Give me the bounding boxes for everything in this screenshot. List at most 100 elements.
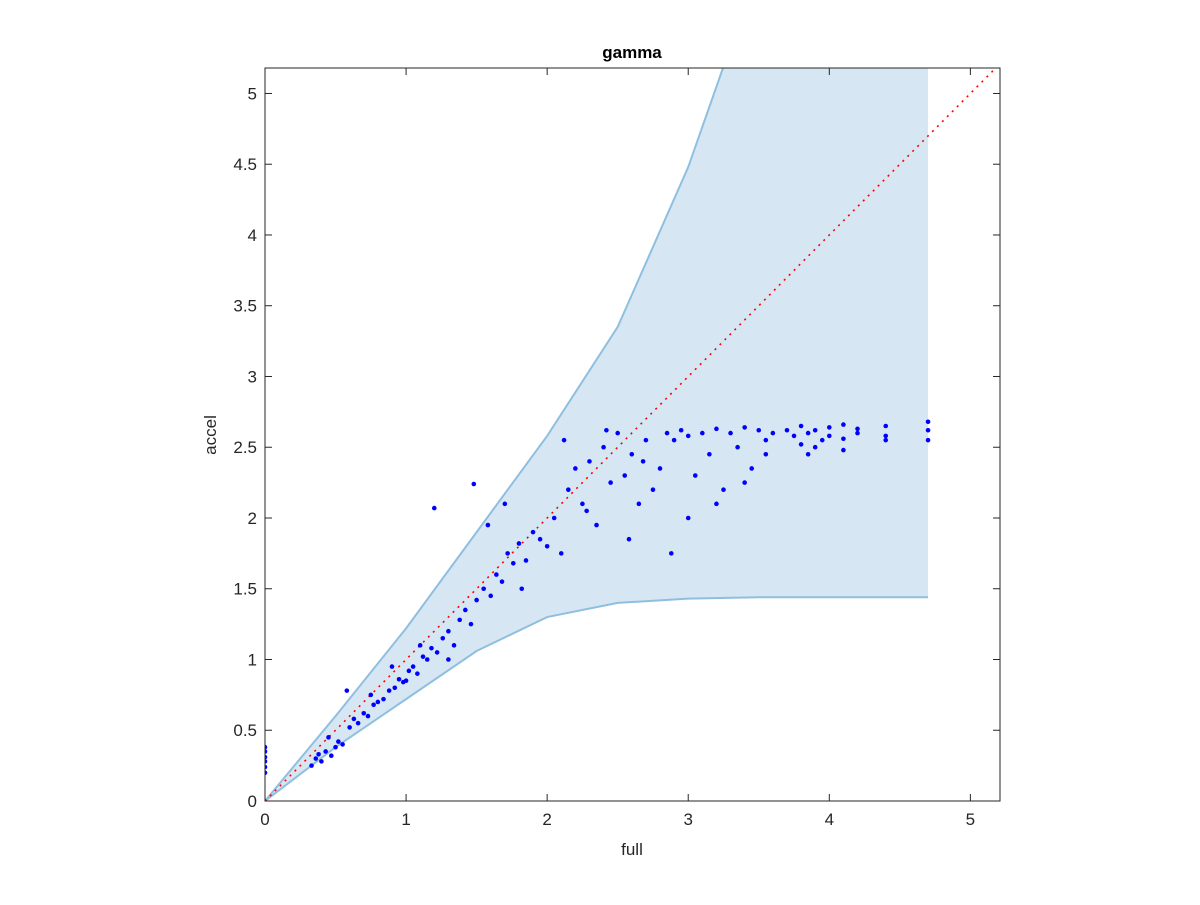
y-tick-label: 1.5 [233,580,257,599]
scatter-point [434,650,440,655]
scatter-point [265,754,268,760]
scatter-point [485,522,491,528]
band-lower-edge [265,596,929,801]
scatter-point [622,473,628,478]
scatter-point [523,558,529,563]
band-upper-edge [265,68,725,801]
scatter-point [499,579,505,584]
x-tick-label: 2 [542,810,551,829]
scatter-point [323,749,328,754]
scatter-point [329,753,334,759]
scatter-point [798,442,804,447]
scatter-point [819,437,825,443]
scatter-point [805,430,811,436]
scatter-point [763,452,769,457]
x-tick-label: 1 [401,810,410,829]
scatter-point [573,466,578,471]
scatter-point [812,427,818,433]
scatter-point [265,770,268,775]
scatter-point [826,425,832,430]
scatter-point [763,437,769,443]
confidence-band [265,68,929,801]
scatter-point [446,628,451,634]
scatter-point [386,688,392,693]
scatter-point [361,710,367,716]
scatter-point [403,678,409,684]
scatter-point [608,480,613,485]
scatter-point [368,692,374,698]
scatter-point [316,752,321,757]
scatter-point [841,422,846,427]
scatter-point [805,452,811,457]
y-tick-label: 4.5 [233,155,257,174]
scatter-point [265,744,268,750]
scatter-point [580,501,585,507]
scatter-point [594,522,599,528]
scatter-point [537,536,543,542]
scatter-point [615,430,620,436]
y-tick-label: 0 [248,792,257,811]
y-tick-label: 4 [248,226,257,245]
scatter-point [336,739,341,744]
scatter-point [347,725,352,730]
scatter-point [375,699,381,705]
scatter-point [650,487,656,492]
scatter-point [389,664,395,669]
scatter-point [643,437,649,443]
scatter-point [463,607,468,613]
scatter-point [420,654,426,659]
scatter-point [355,720,361,726]
scatter-point [519,586,525,592]
scatter-point [446,657,451,662]
x-axis-label: full [621,840,643,859]
scatter-point [925,427,931,433]
scatter-point [657,466,663,471]
scatter-point [756,427,762,433]
scatter-point [406,668,412,674]
scatter-point [510,560,516,566]
scatter-point [640,459,646,464]
y-axis-label: accel [201,415,220,455]
scatter-point [714,426,719,432]
y-tick-label: 3 [248,367,257,386]
scatter-point [584,508,589,514]
scatter-point [265,749,268,754]
scatter-point [340,742,345,747]
scatter-point [826,433,832,439]
scatter-point [481,586,486,592]
scatter-point [841,436,846,442]
scatter-point [319,759,324,764]
scatter-point [883,423,889,429]
scatter-point [668,551,674,556]
scatter-point [488,593,494,599]
scatter-point [735,444,740,450]
chart-title: gamma [602,43,662,62]
scatter-point [636,501,642,507]
y-tick-label: 1 [248,650,257,669]
scatter-point [474,597,479,603]
scatter-point [551,515,557,521]
scatter-point [784,427,790,433]
scatter-point [326,735,331,740]
scatter-point [392,685,398,691]
scatter-point [424,657,430,662]
scatter-point [344,688,350,693]
scatter-point [671,437,677,443]
scatter-point [692,473,698,478]
scatter-point [601,444,606,450]
scatter-point [604,427,609,433]
scatter-point [505,551,510,556]
scatter-point [429,645,434,651]
scatter-point [812,444,818,450]
scatter-point [530,529,536,535]
scatter-point [626,536,632,542]
scatter-point [494,572,499,577]
scatter-point [664,430,670,436]
scatter-point [351,716,357,722]
scatter-point [925,419,931,425]
scatter-point [587,459,592,464]
scatter-point [770,430,776,436]
scatter-point [883,437,889,443]
scatter-point [855,426,860,432]
